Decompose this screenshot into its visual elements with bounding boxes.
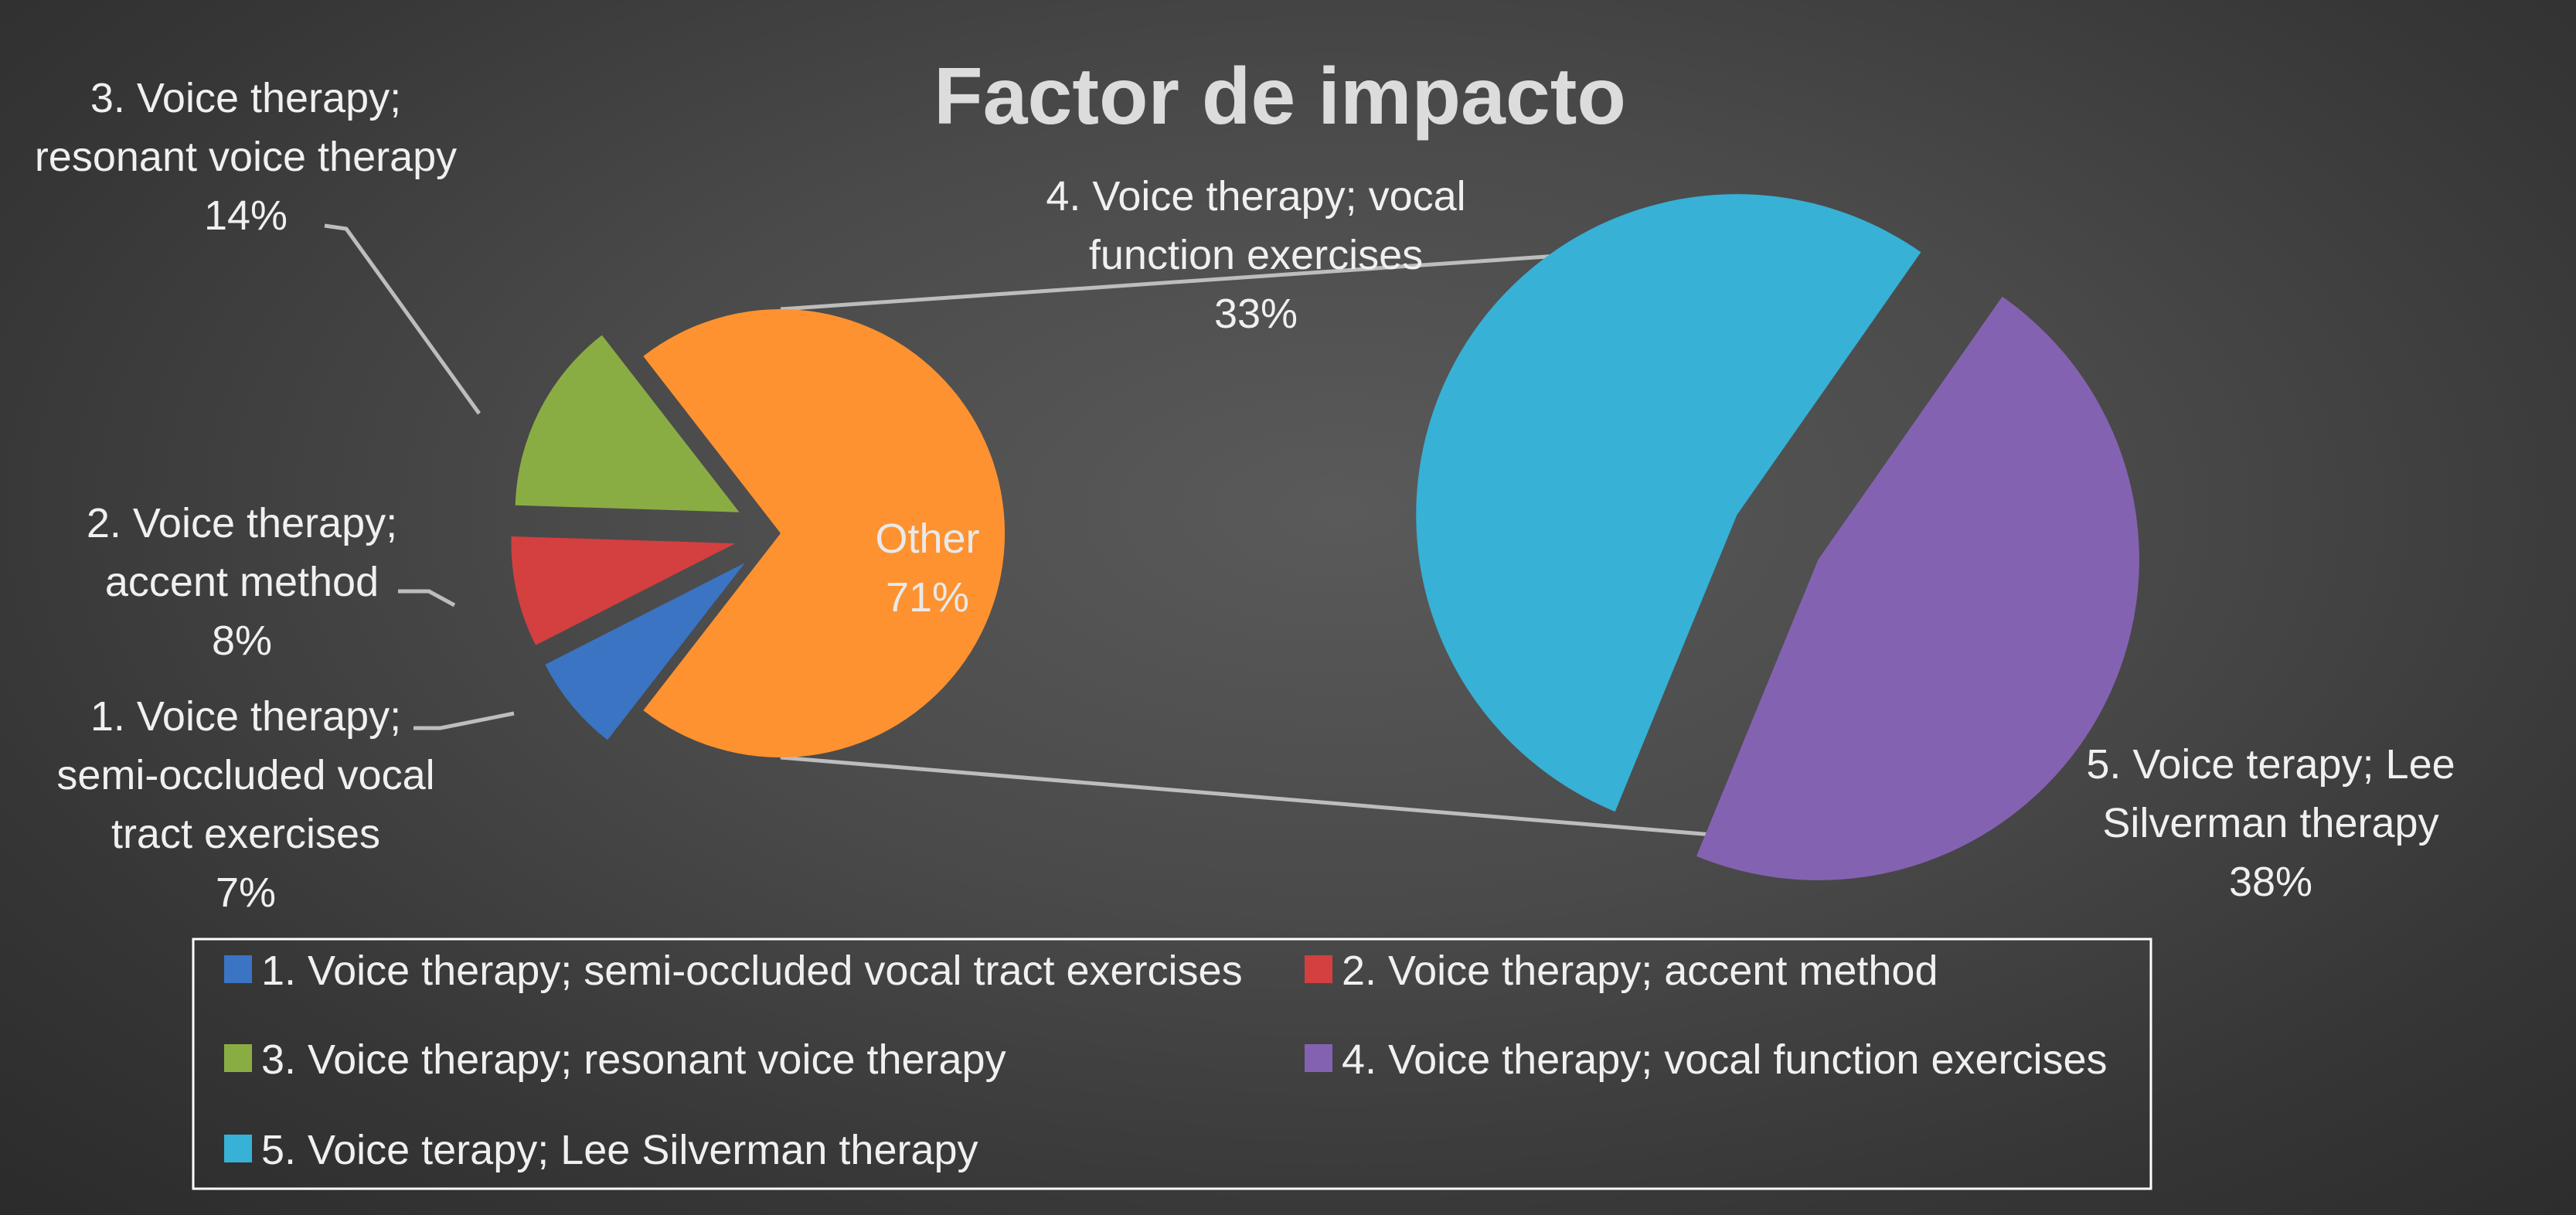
data-label-1-voice-therapy-semi-occluded-vocal-tract-exercises-line: 7% [216, 870, 276, 916]
data-label-4-voice-therapy-vocal-function-exercises-line: 4. Voice therapy; vocal [1046, 173, 1465, 220]
legend-label-2-voice-therapy-accent-method: 2. Voice therapy; accent method [1342, 948, 1938, 994]
legend: 1. Voice therapy; semi-occluded vocal tr… [192, 938, 2152, 1190]
data-label-1-voice-therapy-semi-occluded-vocal-tract-exercises-line: tract exercises [111, 811, 380, 857]
data-label-2-voice-therapy-accent-method-line: 8% [212, 618, 272, 664]
data-label-2-voice-therapy-accent-method-line: 2. Voice therapy; [87, 500, 397, 546]
data-labels: 1. Voice therapy; semi-occluded vocal trac… [35, 75, 2455, 916]
legend-swatch-4-voice-therapy-vocal-function-exercises [1305, 1044, 1332, 1072]
data-label-4-voice-therapy-vocal-function-exercises-line: 33% [1214, 291, 1298, 337]
pie-slice-2-voice-therapy-accent-method [511, 536, 736, 645]
pie-slice-4-voice-therapy-vocal-function-exercises [1696, 296, 2139, 880]
leader-line-3-voice-therapy-resonant-voice-therapy [324, 223, 482, 415]
data-label-3-voice-therapy-resonant-voice-therapy: 3. Voice therapy; resonant voice therapy 1… [35, 75, 457, 239]
data-label-1-voice-therapy-semi-occluded-vocal-tract-exercises: 1. Voice therapy; semi-occluded vocal trac… [56, 693, 434, 916]
data-label-other-line: Other [875, 516, 979, 562]
legend-label-4-voice-therapy-vocal-function-exercises: 4. Voice therapy; vocal function exercis… [1342, 1036, 2108, 1083]
leader-line-1-voice-therapy-semi-occluded-vocal-tract-exercises [413, 711, 515, 730]
pie-slice-1-voice-therapy-semi-occluded-vocal-tract-exercises [545, 563, 745, 740]
data-label-1-voice-therapy-semi-occluded-vocal-tract-exercises-line: 1. Voice therapy; [90, 693, 401, 740]
legend-swatch-1-voice-therapy-semi-occluded-vocal-tract-exercises [224, 955, 252, 983]
data-label-3-voice-therapy-resonant-voice-therapy-line: 14% [204, 192, 288, 239]
primary-pie [511, 309, 1006, 757]
data-label-3-voice-therapy-resonant-voice-therapy-line: resonant voice therapy [35, 134, 457, 180]
secondary-pie [1416, 194, 2139, 880]
pie-slice-3-voice-therapy-resonant-voice-therapy [515, 335, 740, 512]
data-label-3-voice-therapy-resonant-voice-therapy-line: 3. Voice therapy; [90, 75, 401, 121]
leader-line-2-voice-therapy-accent-method [398, 589, 456, 608]
data-label-5-voice-terapy-lee-silverman-therapy: 5. Voice terapy; Lee Silverman therapy 38% [2086, 741, 2455, 905]
data-label-other: Other 71% [875, 516, 979, 621]
chart-title: Factor de impacto [934, 52, 1626, 141]
leader-lines [324, 223, 515, 730]
data-label-other-line: 71% [886, 574, 969, 621]
data-label-4-voice-therapy-vocal-function-exercises: 4. Voice therapy; vocal function exercise… [1046, 173, 1465, 337]
legend-box [192, 938, 2152, 1190]
legend-swatch-3-voice-therapy-resonant-voice-therapy [224, 1044, 252, 1072]
connector-line-bottom [780, 755, 1710, 837]
data-label-5-voice-terapy-lee-silverman-therapy-line: 38% [2229, 859, 2312, 905]
legend-label-5-voice-terapy-lee-silverman-therapy: 5. Voice terapy; Lee Silverman therapy [261, 1127, 978, 1173]
legend-swatch-2-voice-therapy-accent-method [1305, 955, 1332, 983]
data-label-5-voice-terapy-lee-silverman-therapy-line: Silverman therapy [2102, 800, 2438, 846]
legend-label-1-voice-therapy-semi-occluded-vocal-tract-exercises: 1. Voice therapy; semi-occluded vocal tr… [261, 948, 1243, 994]
legend-label-3-voice-therapy-resonant-voice-therapy: 3. Voice therapy; resonant voice therapy [261, 1036, 1006, 1083]
pie-slice-other [643, 309, 1006, 757]
data-label-2-voice-therapy-accent-method: 2. Voice therapy; accent method 8% [87, 500, 397, 664]
data-label-1-voice-therapy-semi-occluded-vocal-tract-exercises-line: semi-occluded vocal [56, 752, 434, 798]
data-label-2-voice-therapy-accent-method-line: accent method [105, 559, 379, 605]
data-label-5-voice-terapy-lee-silverman-therapy-line: 5. Voice terapy; Lee [2086, 741, 2455, 788]
pie-slice-5-voice-terapy-lee-silverman-therapy [1416, 194, 1921, 812]
data-label-4-voice-therapy-vocal-function-exercises-line: function exercises [1089, 232, 1423, 278]
legend-swatch-5-voice-terapy-lee-silverman-therapy [224, 1135, 252, 1162]
